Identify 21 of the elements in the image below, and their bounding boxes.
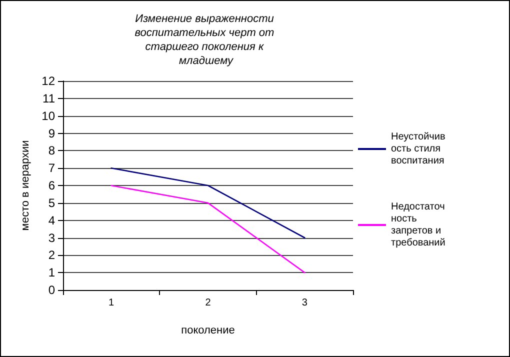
legend-label: Недостаточность запретов и требований — [391, 202, 446, 248]
y-tick-label: 10 — [42, 108, 56, 123]
x-tick-label: 2 — [205, 298, 212, 308]
y-tick-label: 11 — [42, 91, 56, 106]
chart-title: Изменение выраженности воспитательных черт от старшего поколения к младшему — [134, 13, 278, 67]
y-tick-label: 0 — [48, 283, 56, 297]
y-tick-label: 12 — [42, 74, 56, 88]
y-tick-label: 5 — [48, 196, 56, 210]
y-axis-title: место в иерархии — [19, 140, 32, 231]
y-tick-label: 6 — [48, 178, 56, 192]
y-tick-label: 4 — [48, 213, 56, 228]
y-tick-label: 3 — [48, 230, 56, 245]
y-tick-label: 1 — [48, 266, 56, 280]
y-tick-label: 8 — [48, 144, 56, 158]
y-tick-label: 9 — [48, 126, 56, 140]
y-tick-label: 7 — [48, 161, 56, 176]
x-tick-label: 1 — [108, 298, 115, 308]
legend-label: Неустойчивость стиля воспитания — [391, 132, 446, 166]
x-tick-label: 3 — [302, 298, 308, 308]
y-tick-label: 2 — [48, 248, 56, 262]
x-axis-title: поколение — [181, 324, 235, 336]
